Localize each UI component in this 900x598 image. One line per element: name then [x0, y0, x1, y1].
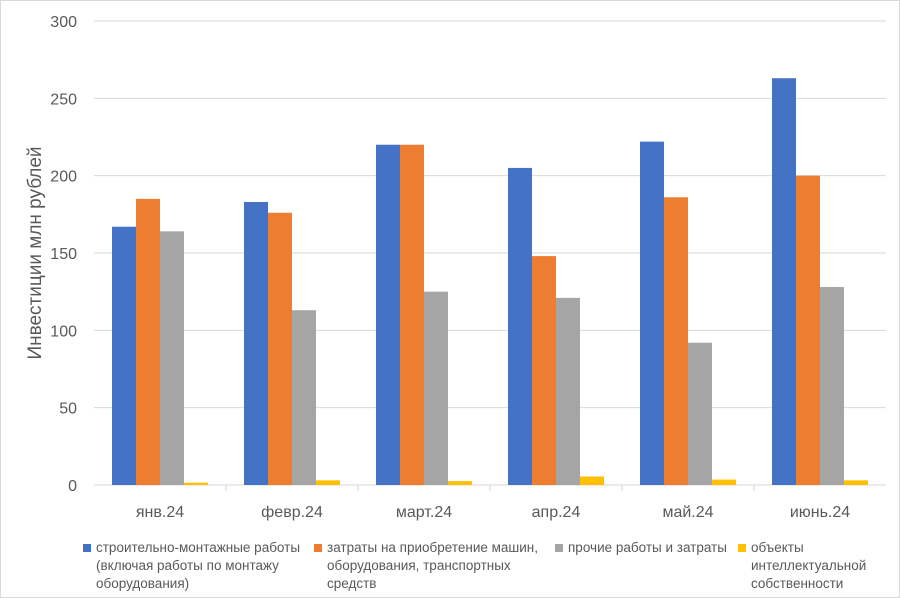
x-tick-label: март.24 [396, 504, 452, 521]
legend-swatch [555, 544, 563, 552]
bar-series-1-3 [376, 144, 400, 485]
bar-chart: 0 50 100 150 200 250 300 янв.24 февр.24 март.24 а… [25, 14, 886, 521]
bar-series-2-2 [268, 212, 292, 485]
legend-swatch [738, 544, 746, 552]
x-tick-label: янв.24 [136, 504, 184, 521]
bar-series-4-5 [712, 479, 736, 485]
y-axis-label: Инвестиции млн рублей [25, 146, 46, 359]
bar-series-1-1 [112, 226, 136, 485]
x-tick-label: апр.24 [532, 504, 581, 521]
y-tick-label: 250 [50, 91, 77, 108]
bar-series-4-3 [448, 481, 472, 485]
x-tick-label: февр.24 [261, 504, 323, 521]
bar-series-3-3 [424, 291, 448, 485]
x-axis-ticks: янв.24 февр.24 март.24 апр.24 май.24 июнь.24 [136, 485, 850, 521]
legend-label: строительно-монтажные работы (включая ра… [96, 540, 301, 591]
bar-series-1-4 [508, 167, 532, 485]
y-tick-label: 100 [50, 323, 77, 340]
legend-item: объекты интеллектуальной собственности [738, 539, 866, 593]
y-tick-label: 0 [68, 478, 77, 495]
bar-series-1-5 [640, 141, 664, 485]
legend-item: строительно-монтажные работы (включая ра… [83, 539, 300, 593]
bar-series-3-1 [160, 231, 184, 485]
legend-swatch [83, 544, 91, 552]
legend-item: прочие работы и затраты [555, 539, 727, 557]
legend-label: прочие работы и затраты [568, 540, 727, 555]
legend-item: затраты на приобретение машин, оборудова… [314, 539, 538, 593]
bar-series-4-4 [580, 476, 604, 485]
bar-series-3-4 [556, 297, 580, 485]
y-tick-label: 150 [50, 246, 77, 263]
bar-series-4-2 [316, 480, 340, 485]
legend-label: объекты интеллектуальной собственности [751, 540, 867, 591]
bar-series-1-6 [772, 78, 796, 485]
x-tick-label: июнь.24 [790, 504, 850, 521]
bar-series-4-6 [844, 480, 868, 485]
legend: строительно-монтажные работы (включая ра… [1, 539, 899, 597]
bar-series-2-5 [664, 197, 688, 485]
y-tick-label: 300 [50, 14, 77, 31]
bar-series-2-1 [136, 198, 160, 485]
bar-series-4-1 [184, 482, 208, 485]
gridlines [94, 20, 886, 486]
bar-series-2-3 [400, 144, 424, 485]
legend-swatch [314, 544, 322, 552]
y-axis-ticks: 0 50 100 150 200 250 300 [50, 14, 77, 495]
y-tick-label: 50 [59, 401, 77, 418]
bar-series-2-4 [532, 256, 556, 485]
bar-series-3-6 [820, 287, 844, 485]
bar-series-2-6 [796, 175, 820, 485]
bar-series-1-2 [244, 201, 268, 485]
legend-label: затраты на приобретение машин, оборудова… [327, 540, 538, 591]
bars [112, 78, 868, 485]
y-tick-label: 200 [50, 169, 77, 186]
bar-series-3-5 [688, 342, 712, 485]
x-tick-label: май.24 [662, 504, 713, 521]
bar-series-3-2 [292, 310, 316, 485]
